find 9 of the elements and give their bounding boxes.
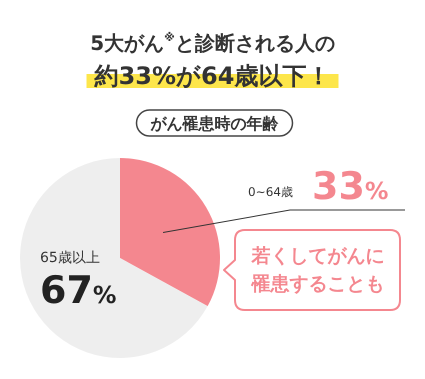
pie-slice (20, 158, 208, 358)
pie-slice (120, 158, 220, 306)
slice-label: 65歳以上 (40, 250, 100, 266)
slice-label: 0~64歳 (248, 185, 293, 199)
text: 若くしてがんに罹患することも (250, 245, 384, 295)
data-label: 33% (312, 164, 388, 208)
text: がん罹患時の年齢 (150, 114, 280, 133)
chart-title: 5大がん$^{※}$と診断される人の (90, 31, 335, 55)
data-label: 67% (40, 268, 116, 312)
